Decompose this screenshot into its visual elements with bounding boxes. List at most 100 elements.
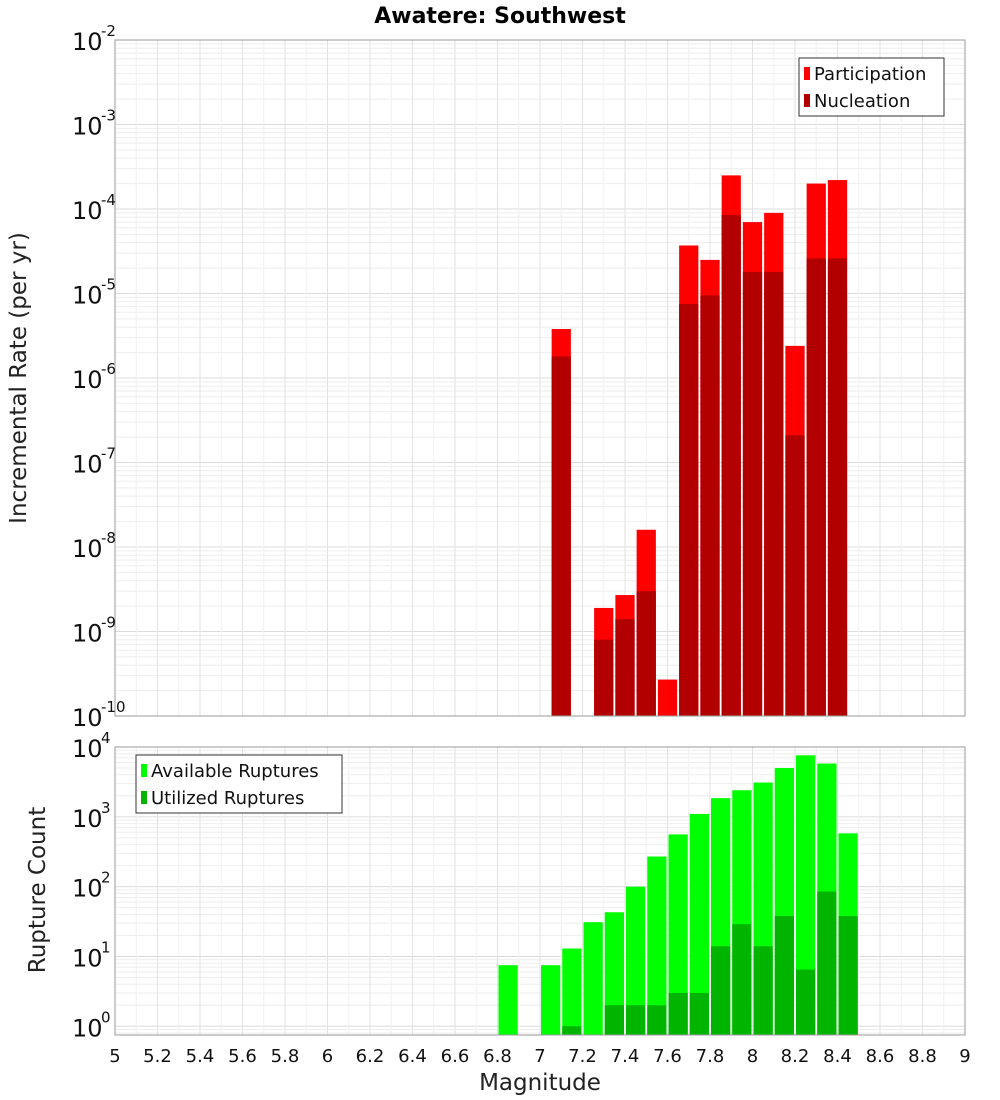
x-tick-label: 5.2 — [143, 1046, 172, 1067]
top-plot-frame — [114, 39, 966, 717]
y-tick-base: 10 — [72, 366, 103, 394]
utilized-bar — [838, 915, 858, 1035]
y-tick-label: 10-7 — [72, 445, 116, 479]
x-tick-label: 9 — [959, 1046, 970, 1067]
legend-label: Available Ruptures — [151, 761, 319, 782]
nucleation-bar — [615, 619, 635, 716]
utilized-bar — [774, 915, 794, 1035]
y-tick-exponent: -2 — [101, 22, 116, 40]
utilized-bar — [689, 992, 709, 1035]
y-tick-base: 10 — [72, 875, 103, 903]
y-tick-exponent: -7 — [101, 445, 116, 463]
utilized-bar — [647, 1005, 667, 1035]
y-tick-base: 10 — [72, 1014, 103, 1042]
x-tick-label: 6.2 — [356, 1046, 385, 1067]
nucleation-bar — [721, 214, 741, 716]
x-tick-label: 6 — [322, 1046, 333, 1067]
y-tick-exponent: -4 — [101, 191, 116, 209]
bottom-y-axis-title: Rupture Count — [25, 807, 51, 973]
nucleation-bar — [827, 258, 848, 716]
utilized-bar — [732, 924, 752, 1035]
nucleation-bar — [636, 591, 656, 716]
y-tick-exponent: 2 — [101, 869, 111, 887]
available-bar — [562, 948, 582, 1035]
y-tick-label: 104 — [72, 729, 111, 763]
legend-label: Participation — [814, 64, 926, 85]
x-tick-label: 6.8 — [483, 1046, 512, 1067]
y-tick-base: 10 — [72, 944, 103, 972]
utilized-bar — [604, 1005, 624, 1035]
x-tick-label: 7.2 — [568, 1046, 597, 1067]
top-legend: Participation Nucleation — [798, 57, 945, 117]
utilized-bar — [817, 891, 837, 1035]
y-tick-base: 10 — [72, 28, 103, 56]
available-bar — [626, 886, 646, 1035]
x-tick-label: 5.8 — [271, 1046, 300, 1067]
y-tick-label: 100 — [72, 1008, 111, 1042]
legend-label: Nucleation — [814, 91, 910, 112]
nucleation-bar — [764, 271, 784, 716]
y-tick-exponent: -3 — [101, 107, 116, 125]
y-tick-label: 10-6 — [72, 360, 116, 394]
x-tick-label: 6.4 — [398, 1046, 427, 1067]
y-tick-exponent: 0 — [101, 1008, 111, 1026]
x-tick-label: 7.8 — [696, 1046, 725, 1067]
y-tick-label: 10-9 — [72, 614, 116, 648]
x-tick-label: 8.4 — [823, 1046, 852, 1067]
y-tick-label: 10-2 — [72, 22, 116, 56]
utilized-bar — [796, 969, 816, 1035]
x-tick-label: 7.4 — [611, 1046, 640, 1067]
available-bar — [604, 912, 624, 1035]
bottom-legend: Available Ruptures Utilized Ruptures — [135, 754, 343, 814]
y-tick-exponent: 3 — [101, 799, 111, 817]
y-tick-label: 103 — [72, 799, 111, 833]
y-tick-exponent: 1 — [101, 938, 111, 956]
x-axis: 5 5.2 5.4 5.6 5.8 6 6.2 6.4 6.6 6.8 7 7.2 7.4 7.6 7.8 8… — [109, 1046, 970, 1067]
utilized-bar — [626, 1005, 646, 1035]
y-tick-base: 10 — [72, 451, 103, 479]
available-bar — [583, 922, 603, 1035]
y-tick-exponent: -9 — [101, 614, 116, 632]
nucleation-bar — [785, 435, 805, 716]
nucleation-bar — [594, 639, 614, 716]
available-bar — [541, 965, 561, 1035]
y-tick-label: 102 — [72, 869, 111, 903]
legend-swatch — [141, 791, 147, 804]
available-bar — [647, 856, 667, 1035]
x-tick-label: 8 — [747, 1046, 758, 1067]
utilized-bar — [562, 1026, 582, 1035]
x-tick-label: 5.4 — [186, 1046, 215, 1067]
utilized-bar — [711, 946, 731, 1035]
x-tick-label: 8.2 — [781, 1046, 810, 1067]
y-tick-base: 10 — [72, 197, 103, 225]
x-tick-label: 6.6 — [441, 1046, 470, 1067]
nucleation-bar — [551, 356, 571, 716]
y-tick-exponent: -10 — [101, 698, 126, 716]
available-bar — [498, 965, 518, 1035]
available-bar — [668, 834, 688, 1035]
x-tick-label: 8.8 — [908, 1046, 937, 1067]
available-bar — [796, 755, 816, 1035]
utilized-bar — [668, 992, 688, 1035]
x-tick-label: 5.6 — [228, 1046, 257, 1067]
y-tick-label: 10-10 — [72, 698, 126, 732]
y-tick-base: 10 — [72, 620, 103, 648]
nucleation-bar — [679, 304, 699, 716]
y-tick-label: 10-4 — [72, 191, 116, 225]
utilized-bar — [753, 946, 773, 1035]
chart-title: Awatere: Southwest — [374, 4, 626, 29]
y-tick-label: 10-8 — [72, 529, 116, 563]
top-panel: 10-1010-910-810-710-610-510-410-310-2Par… — [72, 22, 966, 732]
legend-box — [798, 57, 945, 117]
top-y-axis-title: Incremental Rate (per yr) — [6, 232, 32, 524]
x-axis-title: Magnitude — [479, 1070, 601, 1096]
x-tick-label: 7.6 — [653, 1046, 682, 1067]
y-tick-label: 10-5 — [72, 276, 116, 310]
y-tick-base: 10 — [72, 113, 103, 141]
legend-swatch — [141, 764, 147, 777]
available-bar — [689, 813, 709, 1035]
y-tick-base: 10 — [72, 704, 103, 732]
legend-label: Utilized Ruptures — [151, 788, 304, 809]
